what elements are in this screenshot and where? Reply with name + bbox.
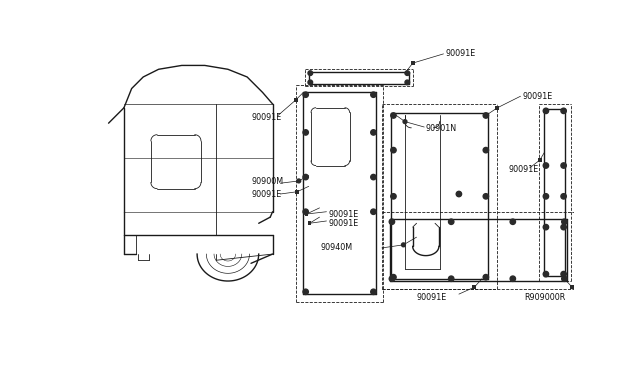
- Circle shape: [303, 130, 308, 135]
- Text: 90091E: 90091E: [329, 219, 359, 228]
- Circle shape: [483, 147, 488, 153]
- Text: 90091E: 90091E: [251, 189, 281, 199]
- Polygon shape: [570, 285, 574, 289]
- Circle shape: [391, 113, 396, 118]
- Circle shape: [510, 276, 515, 281]
- Circle shape: [561, 163, 566, 168]
- Circle shape: [483, 113, 488, 118]
- Text: 90091E: 90091E: [445, 49, 476, 58]
- Polygon shape: [294, 98, 298, 102]
- Text: 90900M: 90900M: [251, 177, 283, 186]
- Polygon shape: [295, 190, 299, 194]
- Text: 90091E: 90091E: [417, 293, 447, 302]
- Circle shape: [297, 179, 301, 183]
- Circle shape: [543, 194, 548, 199]
- Circle shape: [449, 219, 454, 224]
- Circle shape: [543, 163, 548, 168]
- Circle shape: [543, 108, 548, 113]
- Polygon shape: [411, 61, 415, 65]
- Circle shape: [405, 80, 410, 85]
- Circle shape: [371, 174, 376, 180]
- Circle shape: [543, 224, 548, 230]
- Circle shape: [403, 120, 407, 124]
- Circle shape: [456, 191, 461, 197]
- Circle shape: [561, 272, 566, 277]
- Text: 90091E: 90091E: [522, 92, 552, 101]
- Circle shape: [389, 276, 395, 281]
- Text: 90091E: 90091E: [509, 165, 540, 174]
- Text: 90091E: 90091E: [251, 113, 281, 122]
- Circle shape: [391, 147, 396, 153]
- Polygon shape: [495, 106, 499, 110]
- Circle shape: [303, 174, 308, 180]
- Circle shape: [561, 194, 566, 199]
- Circle shape: [303, 289, 308, 295]
- Circle shape: [308, 71, 312, 76]
- Circle shape: [371, 92, 376, 97]
- Circle shape: [303, 92, 308, 97]
- Circle shape: [371, 130, 376, 135]
- Circle shape: [449, 276, 454, 281]
- Circle shape: [483, 275, 488, 280]
- Circle shape: [303, 209, 308, 214]
- Text: R909000R: R909000R: [524, 293, 566, 302]
- Circle shape: [391, 194, 396, 199]
- Circle shape: [510, 219, 515, 224]
- Polygon shape: [472, 285, 476, 289]
- Circle shape: [483, 194, 488, 199]
- Circle shape: [405, 71, 410, 76]
- Polygon shape: [308, 221, 312, 225]
- Polygon shape: [538, 158, 541, 162]
- Circle shape: [561, 108, 566, 113]
- Circle shape: [371, 209, 376, 214]
- Circle shape: [543, 272, 548, 277]
- Circle shape: [562, 276, 567, 281]
- Text: 90940M: 90940M: [320, 243, 353, 253]
- Circle shape: [561, 224, 566, 230]
- Text: 90901N: 90901N: [426, 124, 457, 133]
- Circle shape: [391, 275, 396, 280]
- Circle shape: [389, 219, 395, 224]
- Circle shape: [401, 243, 405, 247]
- Polygon shape: [305, 212, 308, 216]
- Circle shape: [371, 289, 376, 295]
- Circle shape: [308, 80, 312, 85]
- Text: 90091E: 90091E: [329, 209, 359, 218]
- Circle shape: [562, 219, 567, 224]
